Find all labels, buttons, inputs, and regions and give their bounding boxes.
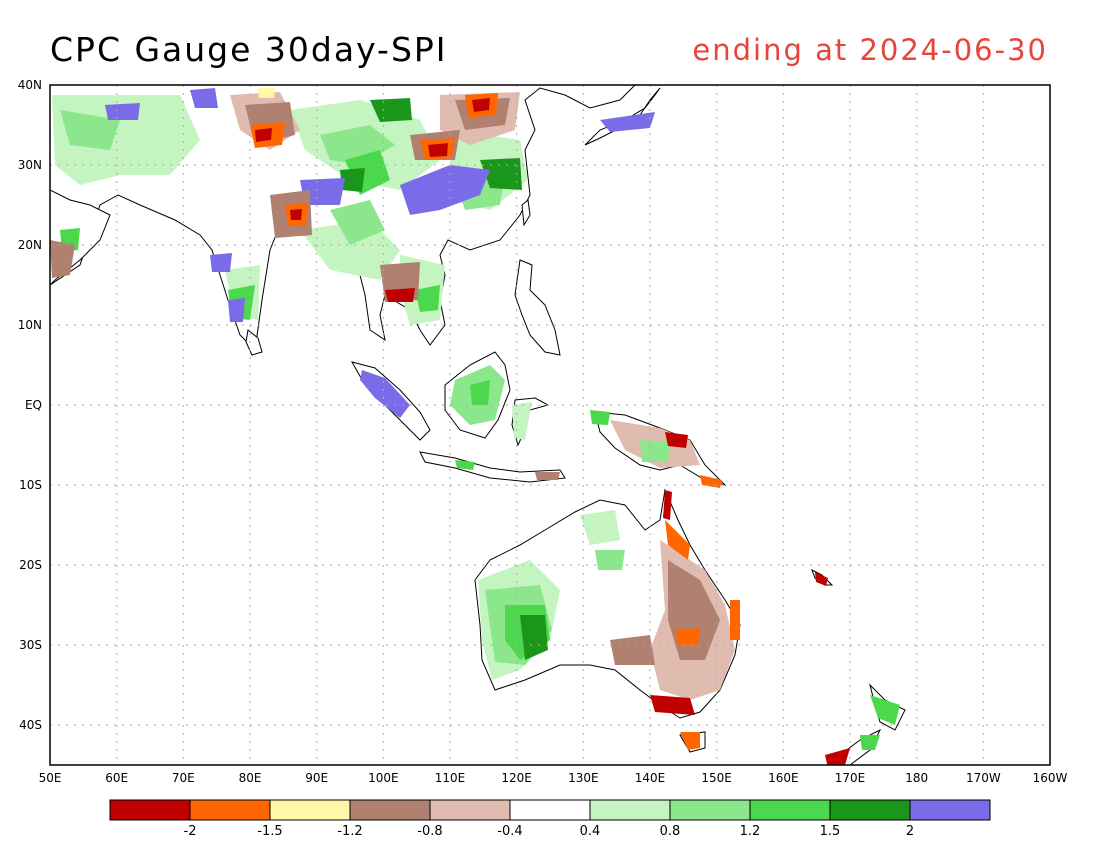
legend-label: -0.8 (417, 824, 442, 839)
taiwan (521, 199, 531, 227)
java (419, 451, 566, 483)
legend-label: 1.5 (820, 824, 841, 839)
longitude-labels: 50E 60E 70E 80E 90E 100E 110E 120E 130E 140E 150E 1… (39, 771, 1068, 785)
legend-swatch (589, 799, 671, 821)
longitude-label: 160W (1033, 771, 1068, 785)
legend-swatch (109, 799, 191, 821)
color-legend: -2 -1.5 -1.2 -0.8 -0.4 0.4 0.8 1.2 1.5 2 (109, 799, 991, 839)
longitude-label: 90E (305, 771, 328, 785)
legend-swatch (749, 799, 831, 821)
legend-swatch (349, 799, 431, 821)
longitude-label: 180 (905, 771, 928, 785)
legend-swatch (509, 799, 591, 821)
latitude-label: 20S (19, 558, 42, 572)
latitude-label: 30S (19, 638, 42, 652)
legend-swatch (909, 799, 991, 821)
latitude-label: EQ (25, 398, 42, 412)
spi-anomalies-maritime (360, 365, 722, 488)
map-title: CPC Gauge 30day-SPI (50, 30, 448, 69)
latitude-label: 30N (18, 158, 42, 172)
spi-anomalies-asia (50, 88, 655, 325)
longitude-label: 170E (835, 771, 866, 785)
latitude-label: 10S (19, 478, 42, 492)
legend-swatch (429, 799, 511, 821)
philippines (514, 259, 561, 356)
legend-label: -1.2 (337, 824, 362, 839)
longitude-label: 70E (172, 771, 195, 785)
longitude-label: 140E (635, 771, 666, 785)
legend-label: 0.8 (660, 824, 681, 839)
latitude-labels: 40N 30N 20N 10N EQ 10S 20S 30S 40S (18, 78, 42, 732)
longitude-label: 150E (701, 771, 732, 785)
map-frame (49, 84, 1051, 766)
longitude-label: 110E (435, 771, 466, 785)
legend-label: -1.5 (257, 824, 282, 839)
longitude-label: 120E (501, 771, 532, 785)
longitude-label: 80E (239, 771, 262, 785)
legend-swatch (669, 799, 751, 821)
legend-swatch (829, 799, 911, 821)
longitude-label: 60E (105, 771, 128, 785)
spi-anomalies-australia (478, 490, 900, 765)
longitude-label: 130E (568, 771, 599, 785)
longitude-label: 50E (39, 771, 62, 785)
latitude-label: 40N (18, 78, 42, 92)
legend-label: 0.4 (580, 824, 601, 839)
longitude-label: 170W (966, 771, 1001, 785)
legend-label: 1.2 (740, 824, 761, 839)
legend-label: 2 (906, 824, 914, 839)
spi-data-layer (50, 85, 906, 765)
legend-swatch (269, 799, 351, 821)
latitude-label: 40S (19, 718, 42, 732)
legend-label: -0.4 (497, 824, 522, 839)
longitude-label: 160E (768, 771, 799, 785)
latitude-label: 10N (18, 318, 42, 332)
legend-swatch (189, 799, 271, 821)
latitude-label: 20N (18, 238, 42, 252)
graticule (50, 85, 1050, 765)
sri-lanka (245, 329, 263, 356)
map-subtitle: ending at 2024-06-30 (692, 33, 1048, 67)
legend-label: -2 (184, 824, 197, 839)
longitude-label: 100E (368, 771, 399, 785)
